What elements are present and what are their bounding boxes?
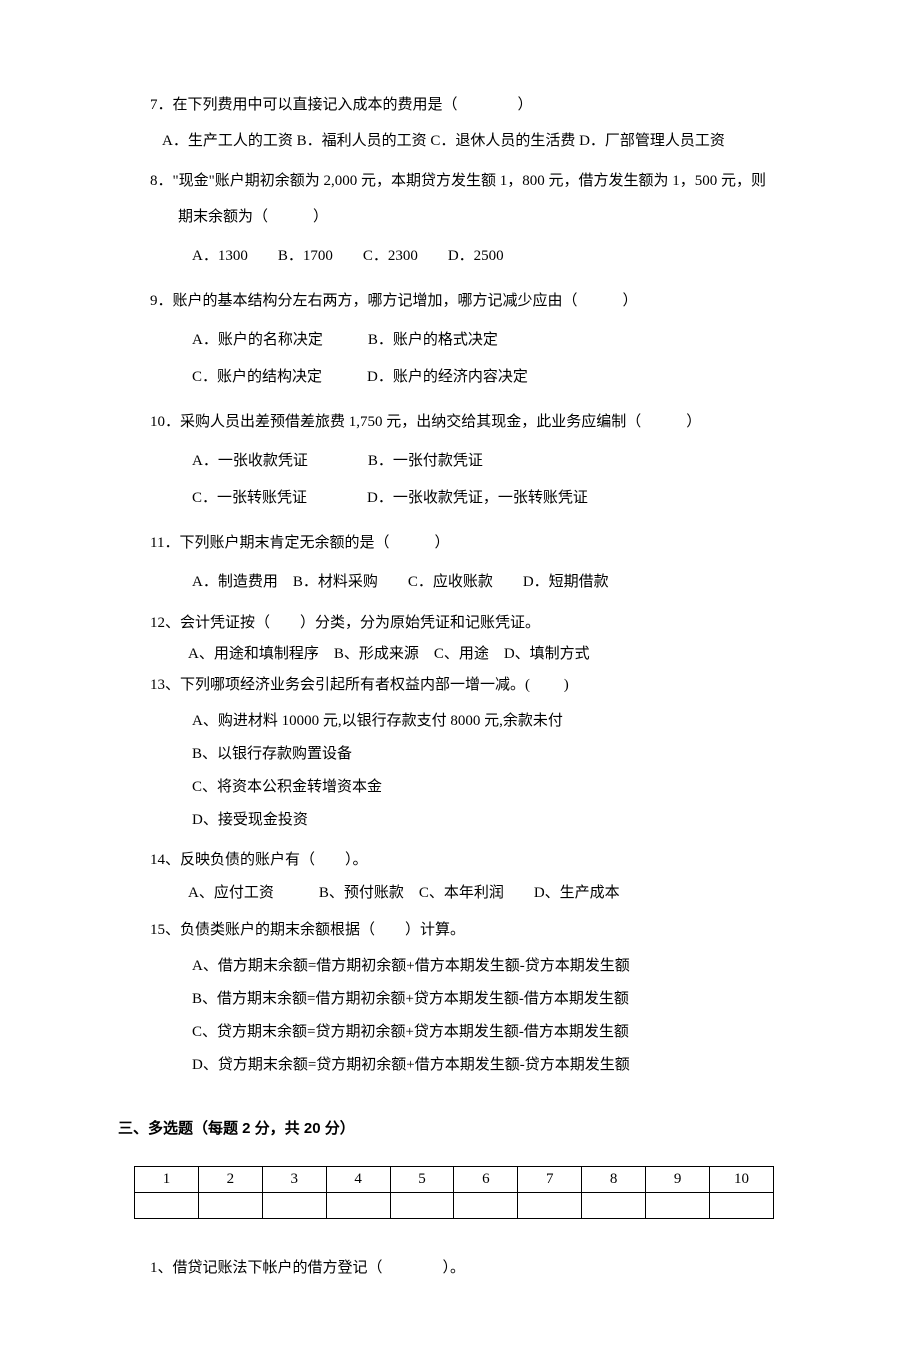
section-3-header: 三、多选题（每题 2 分，共 20 分） xyxy=(118,1118,790,1141)
table-header-cell: 4 xyxy=(326,1167,390,1193)
q11-options: A．制造费用 B．材料采购 C．应收账款 D．短期借款 xyxy=(150,564,790,602)
q15-opt-d: D、贷方期末余额=贷方期初余额+借方本期发生额-贷方本期发生额 xyxy=(192,1049,790,1082)
q13-stem: 13、下列哪项经济业务会引起所有者权益内部一增一减。( ) xyxy=(150,672,790,699)
table-answer-cell xyxy=(262,1193,326,1219)
table-header-cell: 8 xyxy=(582,1167,646,1193)
q14-options: A、应付工资 B、预付账款 C、本年利润 D、生产成本 xyxy=(150,880,790,907)
table-answer-cell xyxy=(135,1193,199,1219)
table-answer-cell xyxy=(390,1193,454,1219)
table-answer-cell xyxy=(646,1193,710,1219)
question-11: 11．下列账户期末肯定无余额的是（ ） A．制造费用 B．材料采购 C．应收账款… xyxy=(150,528,790,602)
table-header-cell: 3 xyxy=(262,1167,326,1193)
q15-opt-c: C、贷方期末余额=贷方期初余额+贷方本期发生额-借方本期发生额 xyxy=(192,1016,790,1049)
q11-stem: 11．下列账户期末肯定无余额的是（ ） xyxy=(150,528,790,558)
table-answer-cell xyxy=(326,1193,390,1219)
q15-opt-a: A、借方期末余额=借方期初余额+借方本期发生额-贷方本期发生额 xyxy=(192,950,790,983)
q10-stem: 10．采购人员出差预借差旅费 1,750 元，出纳交给其现金，此业务应编制（ ） xyxy=(150,407,790,437)
table-answer-cell xyxy=(518,1193,582,1219)
question-10: 10．采购人员出差预借差旅费 1,750 元，出纳交给其现金，此业务应编制（ ）… xyxy=(150,407,790,518)
q10-opt-line1: A．一张收款凭证 B．一张付款凭证 xyxy=(192,443,790,481)
q13-opt-c: C、将资本公积金转增资本金 xyxy=(192,771,790,804)
question-15: 15、负债类账户的期末余额根据（ ）计算。 A、借方期末余额=借方期初余额+借方… xyxy=(150,917,790,1082)
question-13: 13、下列哪项经济业务会引起所有者权益内部一增一减。( ) A、购进材料 100… xyxy=(150,672,790,837)
table-header-cell: 6 xyxy=(454,1167,518,1193)
table-answer-cell xyxy=(582,1193,646,1219)
q13-opt-a: A、购进材料 10000 元,以银行存款支付 8000 元,余款未付 xyxy=(192,705,790,738)
q13-opt-d: D、接受现金投资 xyxy=(192,804,790,837)
section3-question-1: 1、借贷记账法下帐户的借方登记（ ）。 xyxy=(150,1253,790,1283)
q8-stem-line1: 8．"现金"账户期初余额为 2,000 元，本期贷方发生额 1，800 元，借方… xyxy=(150,166,790,196)
question-9: 9．账户的基本结构分左右两方，哪方记增加，哪方记减少应由（ ） A．账户的名称决… xyxy=(150,286,790,397)
q10-opt-line2: C．一张转账凭证 D．一张收款凭证，一张转账凭证 xyxy=(192,480,790,518)
q15-options: A、借方期末余额=借方期初余额+借方本期发生额-贷方本期发生额 B、借方期末余额… xyxy=(150,950,790,1082)
q12-stem: 12、会计凭证按（ ）分类，分为原始凭证和记账凭证。 xyxy=(150,611,790,637)
question-7: 7．在下列费用中可以直接记入成本的费用是（ ） A．生产工人的工资 B．福利人员… xyxy=(150,90,790,156)
q8-stem-line2: 期末余额为（ ） xyxy=(150,202,790,232)
q13-options: A、购进材料 10000 元,以银行存款支付 8000 元,余款未付 B、以银行… xyxy=(150,705,790,837)
table-answer-cell xyxy=(454,1193,518,1219)
question-8: 8．"现金"账户期初余额为 2,000 元，本期贷方发生额 1，800 元，借方… xyxy=(150,166,790,276)
table-header-cell: 7 xyxy=(518,1167,582,1193)
table-answer-cell xyxy=(710,1193,774,1219)
q10-options: A．一张收款凭证 B．一张付款凭证 C．一张转账凭证 D．一张收款凭证，一张转账… xyxy=(150,443,790,518)
table-header-row: 1 2 3 4 5 6 7 8 9 10 xyxy=(135,1167,774,1193)
table-header-cell: 10 xyxy=(710,1167,774,1193)
q15-stem: 15、负债类账户的期末余额根据（ ）计算。 xyxy=(150,917,790,944)
q9-opt-line2: C．账户的结构决定 D．账户的经济内容决定 xyxy=(192,359,790,397)
q14-stem: 14、反映负债的账户有（ ）。 xyxy=(150,847,790,874)
table-header-cell: 9 xyxy=(646,1167,710,1193)
table-answer-cell xyxy=(198,1193,262,1219)
answer-table: 1 2 3 4 5 6 7 8 9 10 xyxy=(134,1166,774,1219)
table-header-cell: 5 xyxy=(390,1167,454,1193)
q9-options: A．账户的名称决定 B．账户的格式决定 C．账户的结构决定 D．账户的经济内容决… xyxy=(150,322,790,397)
q7-options: A．生产工人的工资 B．福利人员的工资 C．退休人员的生活费 D．厂部管理人员工… xyxy=(150,126,790,156)
q7-stem: 7．在下列费用中可以直接记入成本的费用是（ ） xyxy=(150,90,790,120)
table-answer-row xyxy=(135,1193,774,1219)
s3-q1-stem: 1、借贷记账法下帐户的借方登记（ ）。 xyxy=(150,1253,790,1283)
q8-options: A．1300 B．1700 C．2300 D．2500 xyxy=(150,238,790,276)
q9-stem: 9．账户的基本结构分左右两方，哪方记增加，哪方记减少应由（ ） xyxy=(150,286,790,316)
question-12: 12、会计凭证按（ ）分类，分为原始凭证和记账凭证。 A、用途和填制程序 B、形… xyxy=(150,611,790,668)
question-14: 14、反映负债的账户有（ ）。 A、应付工资 B、预付账款 C、本年利润 D、生… xyxy=(150,847,790,907)
q9-opt-line1: A．账户的名称决定 B．账户的格式决定 xyxy=(192,322,790,360)
table-header-cell: 2 xyxy=(198,1167,262,1193)
q15-opt-b: B、借方期末余额=借方期初余额+贷方本期发生额-借方本期发生额 xyxy=(192,983,790,1016)
table-header-cell: 1 xyxy=(135,1167,199,1193)
q13-opt-b: B、以银行存款购置设备 xyxy=(192,738,790,771)
q12-options: A、用途和填制程序 B、形成来源 C、用途 D、填制方式 xyxy=(150,641,790,668)
